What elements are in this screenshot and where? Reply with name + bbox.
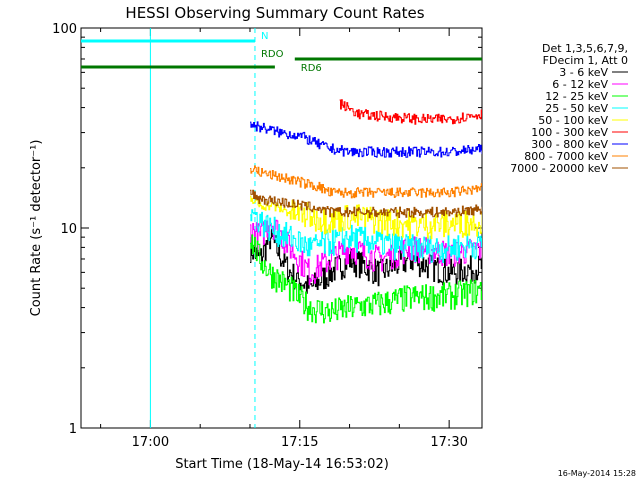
y-tick-label: 10 — [60, 222, 77, 237]
flag-label-rdo: RDO — [261, 49, 284, 60]
series-line-5 — [250, 195, 482, 240]
series-line-8 — [250, 165, 482, 199]
y-tick-label: 100 — [52, 22, 77, 37]
legend-header: FDecim 1, Att 0 — [543, 54, 628, 67]
plot-frame — [80, 27, 483, 429]
x-tick-label: 17:15 — [281, 435, 318, 450]
legend-entry-6: 100 - 300 keV — [531, 126, 608, 139]
series-line-1 — [250, 228, 482, 294]
y-axis-label: Count Rate (s⁻¹ detector⁻¹) — [29, 140, 44, 317]
series-line-9 — [250, 189, 482, 218]
flag-label-rd6: RD6 — [301, 63, 322, 74]
legend-entry-9: 7000 - 20000 keV — [510, 162, 608, 175]
series-line-4 — [250, 209, 482, 263]
x-axis-label: Start Time (18-May-14 16:53:02) — [175, 457, 389, 472]
legend: Det 1,3,5,6,7,9,FDecim 1, Att 03 - 6 keV… — [510, 42, 628, 175]
footer-date: 16-May-2014 15:28 — [558, 469, 636, 478]
x-tick-label: 17:30 — [430, 435, 467, 450]
chart-title: HESSI Observing Summary Count Rates — [125, 4, 424, 22]
flag-label-n: N — [261, 31, 268, 42]
legend-entry-7: 300 - 800 keV — [531, 138, 608, 151]
x-tick-label: 17:00 — [132, 435, 169, 450]
y-tick-label: 1 — [69, 422, 77, 437]
legend-entry-8: 800 - 7000 keV — [524, 150, 608, 163]
legend-entry-4: 25 - 50 keV — [545, 102, 608, 115]
legend-header: Det 1,3,5,6,7,9, — [542, 42, 628, 55]
legend-entry-2: 6 - 12 keV — [552, 78, 608, 91]
series-line-6 — [339, 99, 482, 125]
series-line-3 — [250, 234, 482, 324]
series-line-7 — [250, 121, 482, 158]
series-line-2 — [250, 219, 482, 286]
legend-entry-1: 3 - 6 keV — [559, 66, 608, 79]
legend-entry-5: 50 - 100 keV — [538, 114, 608, 127]
data-layer — [81, 28, 482, 428]
legend-entry-3: 12 - 25 keV — [545, 90, 608, 103]
